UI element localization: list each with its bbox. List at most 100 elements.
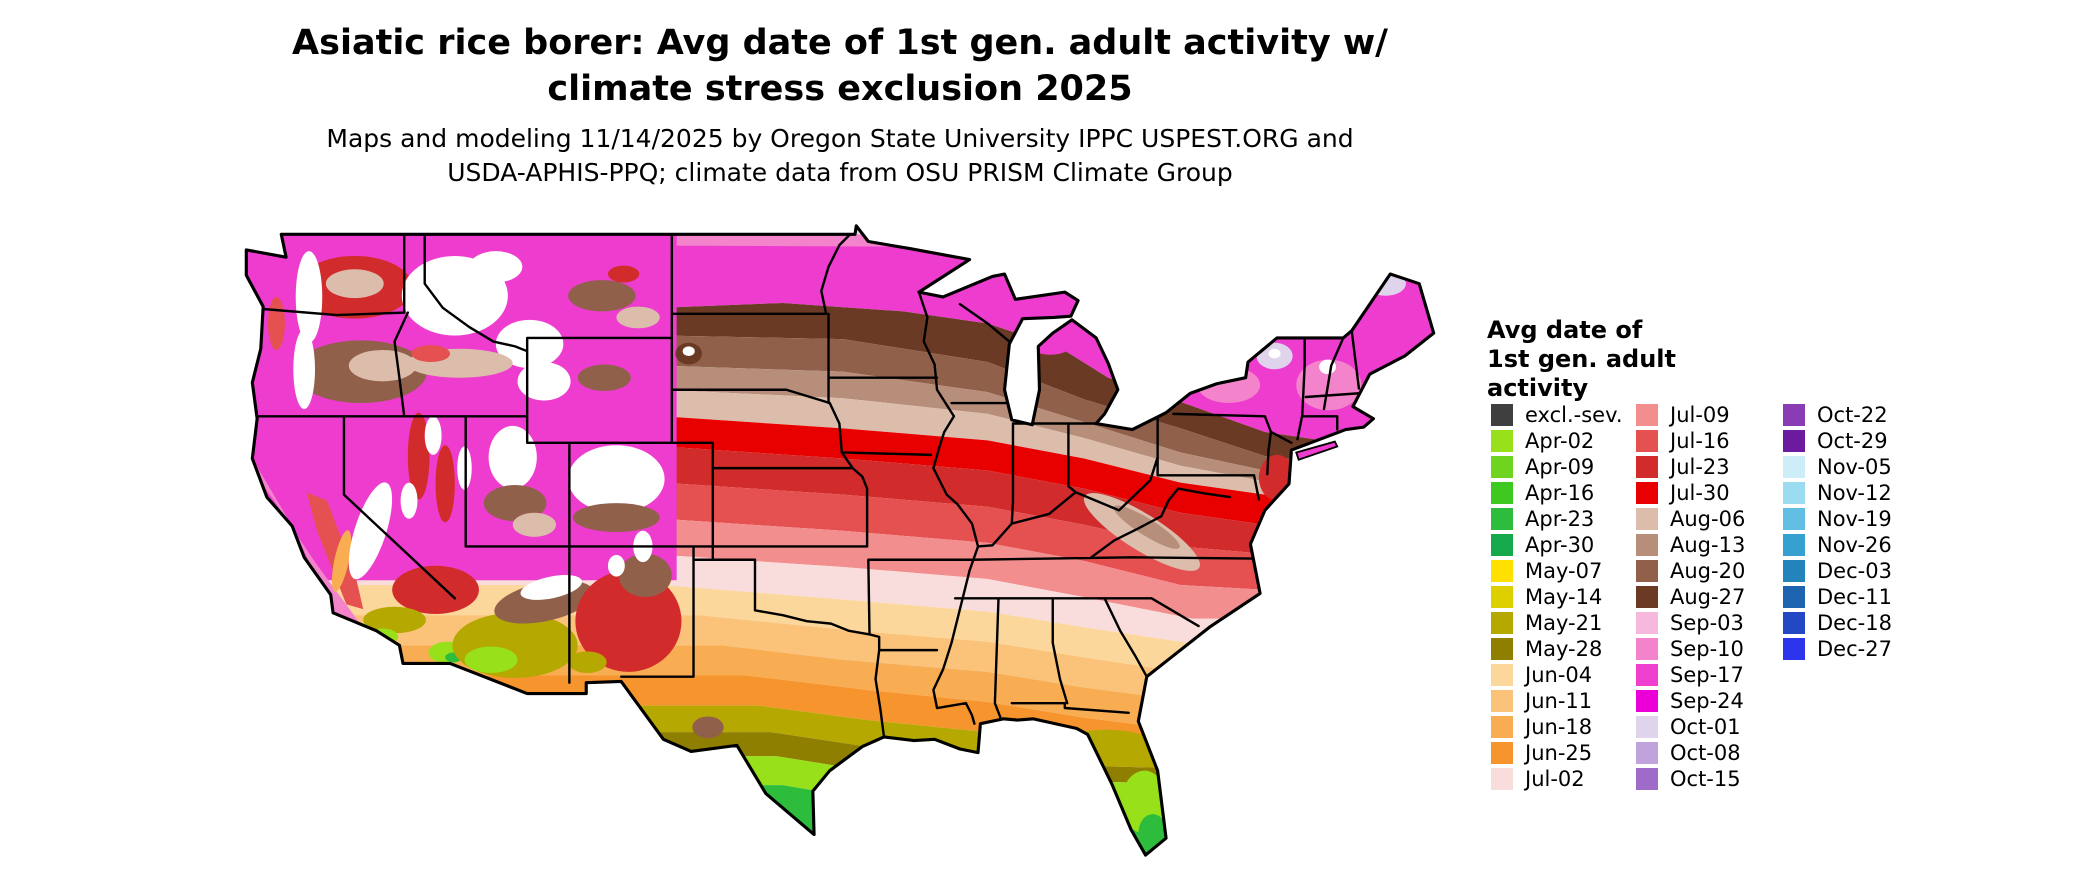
legend-label: Oct-01	[1670, 715, 1741, 739]
legend-swatch	[1636, 508, 1658, 530]
patch-nevada-valley-red-2	[435, 445, 455, 523]
legend-swatch	[1636, 456, 1658, 478]
legend-label: May-07	[1525, 559, 1603, 583]
legend-label: Sep-03	[1670, 611, 1744, 635]
legend-label: Nov-12	[1817, 481, 1892, 505]
legend-label: May-28	[1525, 637, 1603, 661]
patch-newmexico-excluded-2	[607, 554, 625, 577]
legend-swatch	[1783, 404, 1805, 426]
legend-title-line2: 1st gen. adult	[1487, 345, 1676, 373]
legend-label: Jul-02	[1525, 767, 1585, 791]
legend-item-oct-01: Oct-01	[1636, 714, 1745, 740]
patch-blackhills-excluded	[682, 346, 695, 357]
patch-wyoming-brown	[577, 364, 631, 391]
legend-swatch	[1636, 612, 1658, 634]
legend-item-nov-12: Nov-12	[1783, 480, 1892, 506]
patch-cascades-south-excluded	[293, 329, 316, 410]
patch-mojave-red	[392, 565, 479, 614]
legend-item-jun-18: Jun-18	[1491, 714, 1623, 740]
legend-item-oct-22: Oct-22	[1783, 402, 1892, 428]
legend-item-sep-17: Sep-17	[1636, 662, 1745, 688]
legend-item-sep-03: Sep-03	[1636, 610, 1745, 636]
legend-swatch	[1636, 664, 1658, 686]
legend-item-nov-26: Nov-26	[1783, 532, 1892, 558]
legend-swatch	[1636, 560, 1658, 582]
patch-utah-wasatch-excluded	[488, 425, 537, 489]
legend-swatch	[1491, 534, 1513, 556]
page-subtitle: Maps and modeling 11/14/2025 by Oregon S…	[0, 122, 1680, 190]
patch-yellowstone-excluded	[495, 319, 564, 369]
legend-label: Oct-08	[1670, 741, 1741, 765]
legend-label: Jun-25	[1525, 741, 1593, 765]
legend-item-jun-04: Jun-04	[1491, 662, 1623, 688]
legend-item-may-21: May-21	[1491, 610, 1623, 636]
patch-cascades-north-excluded	[295, 251, 323, 343]
patch-nevada-range-excluded-1	[424, 416, 442, 455]
legend-swatch	[1491, 690, 1513, 712]
patch-newmexico-brown	[618, 553, 672, 598]
legend-swatch	[1491, 560, 1513, 582]
legend-label: Aug-27	[1670, 585, 1746, 609]
western-terrain-overlays	[246, 225, 724, 739]
legend-item-sep-10: Sep-10	[1636, 636, 1745, 662]
patch-montana-rockies-excluded	[469, 251, 523, 283]
patch-arizona-yellowgreen	[464, 646, 518, 674]
legend-item-aug-20: Aug-20	[1636, 558, 1745, 584]
patch-appalachia-brown	[1113, 505, 1180, 549]
legend-item-jul-30: Jul-30	[1636, 480, 1745, 506]
legend-title-line1: Avg date of	[1487, 316, 1643, 344]
legend-swatch	[1636, 482, 1658, 504]
legend-swatch	[1491, 612, 1513, 634]
patch-michigan-magenta	[1026, 328, 1075, 355]
legend-column-2: Jul-09 Jul-16 Jul-23 Jul-30 Aug-06 Aug-13 Aug-…	[1636, 402, 1745, 792]
patch-willamette-red	[267, 296, 285, 350]
legend-swatch	[1783, 612, 1805, 634]
legend-item-dec-03: Dec-03	[1783, 558, 1892, 584]
legend-swatch	[1636, 638, 1658, 660]
legend-item-jul-16: Jul-16	[1636, 428, 1745, 454]
legend-label: Jun-04	[1525, 663, 1593, 687]
legend-label: Apr-16	[1525, 481, 1595, 505]
legend-label: Oct-29	[1817, 429, 1888, 453]
legend-swatch	[1783, 638, 1805, 660]
legend-swatch	[1491, 768, 1513, 790]
patch-utah-taupe	[512, 512, 557, 537]
legend-swatch	[1491, 638, 1513, 660]
page-title-line1: Asiatic rice borer: Avg date of 1st gen.…	[292, 23, 1388, 63]
legend-swatch	[1636, 534, 1658, 556]
patch-montana-red	[607, 265, 640, 283]
legend-item-nov-19: Nov-19	[1783, 506, 1892, 532]
legend-item-jul-23: Jul-23	[1636, 454, 1745, 480]
patch-central-valley-red	[306, 492, 364, 610]
patch-colorado-rockies-excluded	[568, 445, 665, 513]
patch-snake-plain-red	[411, 345, 451, 363]
legend-swatch	[1783, 430, 1805, 452]
legend-item-nov-05: Nov-05	[1783, 454, 1892, 480]
state-borders	[255, 229, 1361, 739]
legend-swatch	[1636, 404, 1658, 426]
legend-swatch	[1783, 508, 1805, 530]
legend-label: Jul-09	[1670, 403, 1730, 427]
legend-swatch	[1491, 404, 1513, 426]
patch-newmexico-red	[575, 570, 682, 672]
band-yellow-green	[246, 756, 1434, 818]
legend-item-apr-23: Apr-23	[1491, 506, 1623, 532]
legend-item-oct-08: Oct-08	[1636, 740, 1745, 766]
patch-bigbend-brown	[692, 716, 724, 739]
legend-swatch	[1491, 664, 1513, 686]
legend-label: Aug-13	[1670, 533, 1746, 557]
legend-item-apr-02: Apr-02	[1491, 428, 1623, 454]
patch-windriver-excluded	[517, 362, 571, 401]
legend-swatch	[1783, 560, 1805, 582]
legend-label: Jul-23	[1670, 455, 1730, 479]
legend-item-excl-sev-: excl.-sev.	[1491, 402, 1623, 428]
legend-swatch	[1783, 456, 1805, 478]
patch-adirondack-excluded	[1268, 348, 1281, 359]
page-subtitle-line2: USDA-APHIS-PPQ; climate data from OSU PR…	[447, 158, 1233, 187]
legend-item-jun-11: Jun-11	[1491, 688, 1623, 714]
us-map-svg	[244, 224, 1436, 857]
patch-nevada-range-excluded-3	[400, 482, 418, 519]
legend-item-oct-29: Oct-29	[1783, 428, 1892, 454]
patch-florida-olive	[1062, 729, 1150, 754]
